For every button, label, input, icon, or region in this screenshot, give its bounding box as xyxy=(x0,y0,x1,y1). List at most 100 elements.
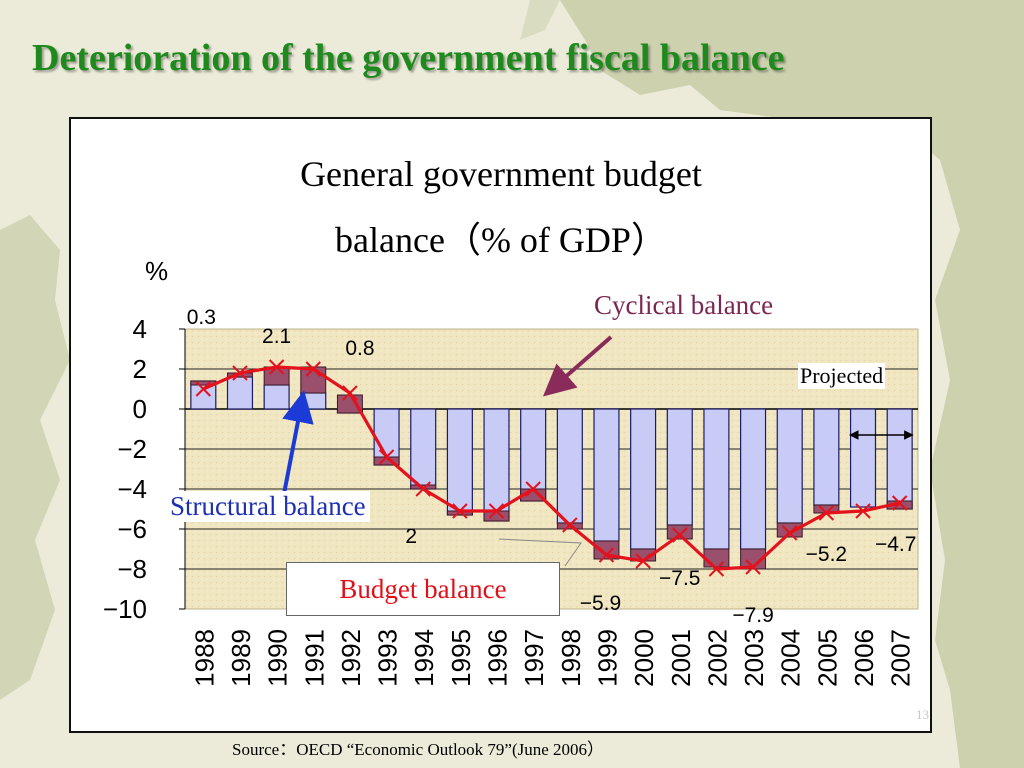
x-tick-label: 2002 xyxy=(702,629,732,687)
structural-bar xyxy=(483,408,510,522)
structural-bar xyxy=(556,408,583,524)
data-label: −5.9 xyxy=(580,592,621,615)
budget-marker-stroke xyxy=(891,495,908,511)
budget-balance-point xyxy=(195,381,212,397)
budget-balance-point xyxy=(305,361,321,377)
structural-bar xyxy=(226,376,254,410)
y-tick-label: −6 xyxy=(117,514,147,544)
slide-number: 13 xyxy=(916,707,929,722)
budget-marker-stroke xyxy=(415,481,431,497)
x-tick-label: 1995 xyxy=(446,629,476,687)
projected-label: Projected xyxy=(798,363,886,389)
budget-marker-stroke xyxy=(672,527,688,543)
data-labels: 0.32.10.82−5.1−5.9−7.5−7.9−5.2−4.7 xyxy=(187,306,917,627)
y-tick-label: −2 xyxy=(117,434,147,464)
y-axis: 4 2 0 −2 −4 −6 −8 −10 xyxy=(103,314,186,624)
x-tick-label: 1999 xyxy=(592,629,622,687)
x-tick-label: 1993 xyxy=(373,629,403,687)
x-tick-label: 1994 xyxy=(409,629,439,687)
budget-balance-point xyxy=(562,517,578,533)
x-tick-label: 1989 xyxy=(226,629,256,687)
budget-balance-point xyxy=(415,481,431,497)
chart-panel: General government budget balance（% of G… xyxy=(69,117,932,733)
structural-bar xyxy=(666,408,693,526)
x-tick-label: 1990 xyxy=(263,629,293,687)
x-tick-label: 2000 xyxy=(629,629,659,687)
budget-balance-point xyxy=(452,503,468,519)
structural-bar xyxy=(630,408,657,550)
structural-bar xyxy=(410,408,437,490)
data-label: −5.2 xyxy=(806,543,847,566)
x-axis: 1988 1989 1990 1991 1992 1993 1994 1995 1996 1997… xyxy=(189,629,915,687)
data-label: 2.1 xyxy=(262,325,291,348)
structural-bar xyxy=(703,408,730,550)
budget-marker-stroke xyxy=(598,547,615,563)
cyclical-bar xyxy=(300,366,327,394)
budget-balance-point xyxy=(855,503,871,519)
budget-marker-stroke xyxy=(488,503,505,519)
budget-marker-stroke xyxy=(232,365,248,381)
budget-line xyxy=(195,359,908,577)
budget-balance-point xyxy=(745,559,761,575)
budget-marker-stroke xyxy=(525,481,541,497)
structural-balance-arrow xyxy=(281,390,314,500)
budget-marker-stroke xyxy=(452,503,468,519)
budget-balance-point xyxy=(708,561,725,577)
y-tick-label: −10 xyxy=(103,594,147,624)
chart: 420−2−4−6−8−10 1988 1989 1990 1991 1992 1993 1… xyxy=(103,306,919,687)
data-label: −7.9 xyxy=(732,604,773,627)
x-tick-label: 2006 xyxy=(849,629,879,687)
budget-marker-stroke xyxy=(268,359,285,375)
cyclical-bar xyxy=(703,548,730,568)
y-tick-label: −8 xyxy=(117,554,147,584)
x-tick-label: 1988 xyxy=(189,629,219,687)
x-tick-label: 1997 xyxy=(519,629,549,687)
budget-balance-leader xyxy=(498,538,582,567)
budget-balance-point xyxy=(782,525,798,541)
structural-bar xyxy=(886,408,913,510)
background-landmass xyxy=(0,215,70,700)
budget-marker-stroke xyxy=(195,381,212,397)
x-tick-label: 1992 xyxy=(336,629,366,687)
structural-bar xyxy=(263,384,290,410)
x-tick-label: 2007 xyxy=(886,629,916,687)
source-note: Source：OECD “Economic Outlook 79”(June 2… xyxy=(232,740,605,759)
data-label: 0.3 xyxy=(187,306,216,329)
x-tick-label: 2005 xyxy=(812,629,842,687)
structural-bar xyxy=(740,408,767,550)
y-tick-label: −4 xyxy=(117,474,147,504)
x-tick-label: 1991 xyxy=(299,629,329,687)
budget-balance-point xyxy=(378,449,395,465)
x-tick-label: 2004 xyxy=(776,629,806,687)
structural-bar xyxy=(446,408,473,516)
y-axis-unit-label: % xyxy=(145,256,169,286)
background-landmass xyxy=(520,0,560,40)
budget-marker-stroke xyxy=(342,385,358,401)
structural-bar xyxy=(593,408,620,542)
budget-marker-stroke xyxy=(745,559,761,575)
chart-title-line-2: balance（% of GDP） xyxy=(335,220,667,260)
y-tick-label: 2 xyxy=(133,354,147,384)
budget-balance-point xyxy=(488,503,505,519)
budget-balance-point xyxy=(672,527,688,543)
budget-balance-point xyxy=(818,505,835,521)
slide-title: Deterioration of the government fiscal b… xyxy=(32,37,785,79)
budget-balance-point xyxy=(525,481,541,497)
x-tick-label: 2001 xyxy=(666,629,696,687)
budget-marker-stroke xyxy=(562,517,578,533)
budget-marker-stroke xyxy=(818,505,835,521)
y-tick-label: 4 xyxy=(133,314,147,344)
data-label: 2 xyxy=(405,525,417,548)
annotation-arrows xyxy=(281,335,914,567)
cyclical-balance-arrow xyxy=(542,335,613,397)
structural-bar xyxy=(849,408,877,508)
budget-balance-callout: Budget balance xyxy=(286,562,560,616)
y-tick-label: 0 xyxy=(133,394,147,424)
bars xyxy=(190,366,913,570)
budget-marker-stroke xyxy=(635,553,651,569)
budget-balance-point xyxy=(268,359,285,375)
budget-balance-point xyxy=(342,385,358,401)
structural-bar xyxy=(813,408,840,506)
budget-balance-point xyxy=(232,365,248,381)
